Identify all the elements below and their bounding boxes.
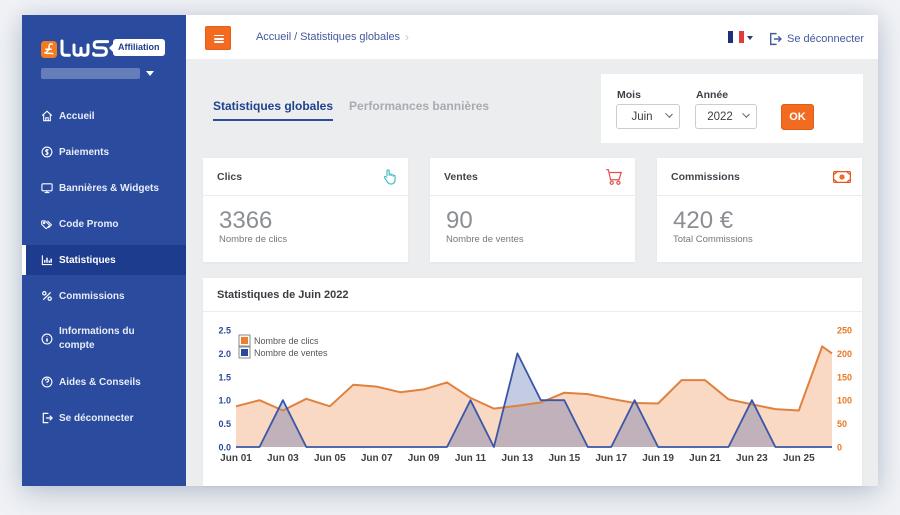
svg-text:Jun 07: Jun 07 [361,453,393,464]
svg-text:Jun 11: Jun 11 [455,453,487,464]
svg-text:Jun 01: Jun 01 [220,453,252,464]
svg-text:2.5: 2.5 [218,326,231,336]
svg-text:Jun 09: Jun 09 [408,453,440,464]
svg-text:Jun 21: Jun 21 [689,453,721,464]
svg-text:Nombre de clics: Nombre de clics [254,336,319,346]
svg-text:Jun 23: Jun 23 [736,453,768,464]
svg-text:1.0: 1.0 [218,396,231,406]
svg-text:250: 250 [837,326,852,336]
svg-text:Jun 05: Jun 05 [314,453,346,464]
svg-text:150: 150 [837,372,852,382]
svg-text:200: 200 [837,349,852,359]
svg-text:0.0: 0.0 [218,443,231,453]
svg-text:0: 0 [837,443,842,453]
svg-text:0.5: 0.5 [218,419,231,429]
svg-text:2.0: 2.0 [218,349,231,359]
svg-text:Jun 15: Jun 15 [548,453,580,464]
svg-text:50: 50 [837,419,847,429]
svg-text:1.5: 1.5 [218,372,231,382]
svg-text:Jun 13: Jun 13 [502,453,534,464]
svg-text:Nombre de ventes: Nombre de ventes [254,348,328,358]
svg-text:Jun 19: Jun 19 [642,453,674,464]
svg-text:100: 100 [837,396,852,406]
svg-text:Jun 03: Jun 03 [267,453,299,464]
svg-text:Jun 17: Jun 17 [595,453,627,464]
svg-text:Jun 25: Jun 25 [783,453,815,464]
